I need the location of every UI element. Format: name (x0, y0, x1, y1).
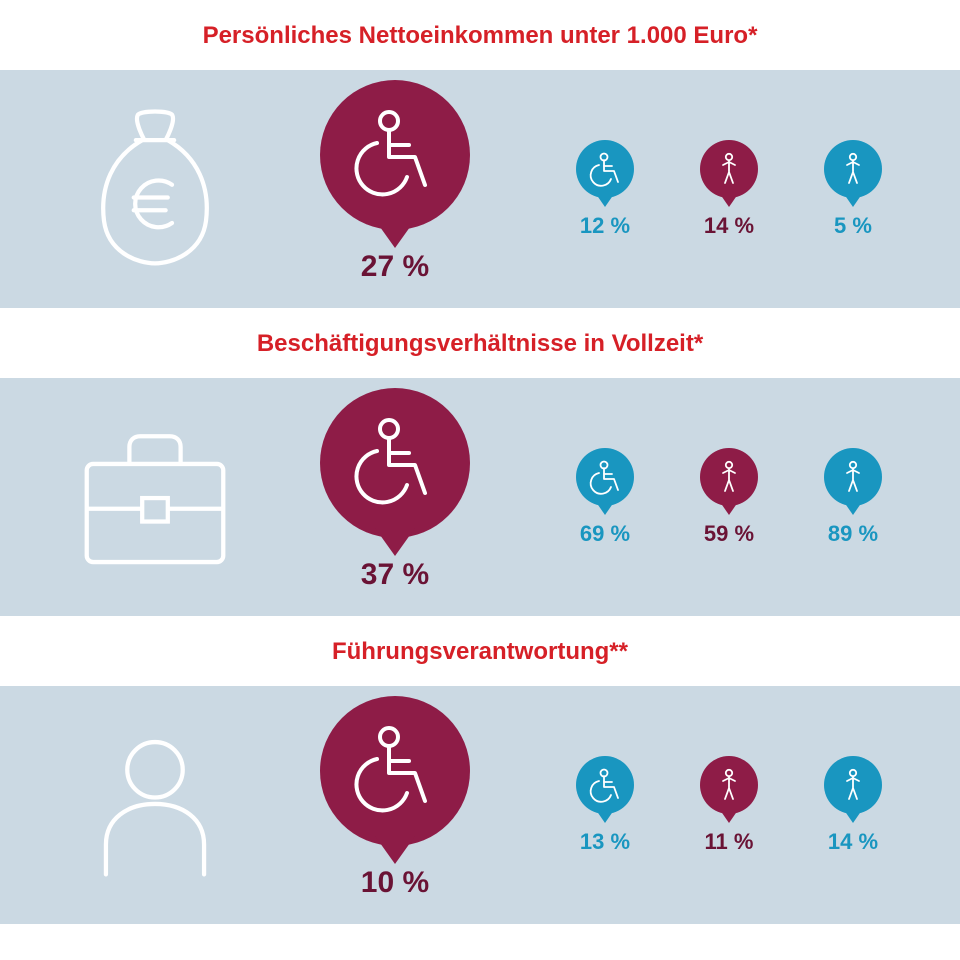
comparison-value: 13 % (580, 829, 630, 855)
section-panel: 37 % 69 % 59 % 89 % (0, 378, 960, 616)
section: Persönliches Nettoeinkommen unter 1.000 … (0, 0, 960, 308)
featured-value: 37 % (361, 558, 429, 592)
comparison-value: 69 % (580, 521, 630, 547)
wheelchair-icon (320, 80, 470, 230)
featured-value: 27 % (361, 250, 429, 284)
comparison-pin: 14 % (700, 140, 758, 239)
person-outline-icon (40, 686, 270, 924)
featured-value: 10 % (361, 866, 429, 900)
comparison-value: 14 % (704, 213, 754, 239)
person-icon (700, 448, 758, 506)
featured-pin: 10 % (320, 696, 470, 900)
person-icon (824, 448, 882, 506)
person-icon (700, 756, 758, 814)
comparison-value: 59 % (704, 521, 754, 547)
person-icon (700, 140, 758, 198)
person-icon (824, 756, 882, 814)
comparison-value: 14 % (828, 829, 878, 855)
comparison-pin: 14 % (824, 756, 882, 855)
money-bag-euro-icon (40, 70, 270, 308)
featured-pin: 27 % (320, 80, 470, 284)
wheelchair-icon (576, 756, 634, 814)
section-panel: 27 % 12 % 14 % 5 % (0, 70, 960, 308)
person-icon (824, 140, 882, 198)
briefcase-icon (40, 378, 270, 616)
comparison-pin: 89 % (824, 448, 882, 547)
wheelchair-icon (320, 696, 470, 846)
wheelchair-icon (576, 140, 634, 198)
wheelchair-icon (576, 448, 634, 506)
section-heading: Führungsverantwortung** (0, 616, 960, 686)
section-panel: 10 % 13 % 11 % 14 % (0, 686, 960, 924)
comparison-pin: 12 % (576, 140, 634, 239)
comparison-pin: 59 % (700, 448, 758, 547)
comparison-pin: 13 % (576, 756, 634, 855)
section-heading: Beschäftigungsverhältnisse in Vollzeit* (0, 308, 960, 378)
section-heading: Persönliches Nettoeinkommen unter 1.000 … (0, 0, 960, 70)
featured-pin: 37 % (320, 388, 470, 592)
section: Beschäftigungsverhältnisse in Vollzeit*3… (0, 308, 960, 616)
section: Führungsverantwortung** 10 % 13 % 11 % 14 % (0, 616, 960, 924)
comparison-value: 12 % (580, 213, 630, 239)
comparison-pin: 5 % (824, 140, 882, 239)
comparison-pin: 11 % (700, 756, 758, 855)
comparison-pin: 69 % (576, 448, 634, 547)
comparison-value: 5 % (834, 213, 872, 239)
comparison-value: 89 % (828, 521, 878, 547)
comparison-value: 11 % (705, 829, 754, 855)
wheelchair-icon (320, 388, 470, 538)
